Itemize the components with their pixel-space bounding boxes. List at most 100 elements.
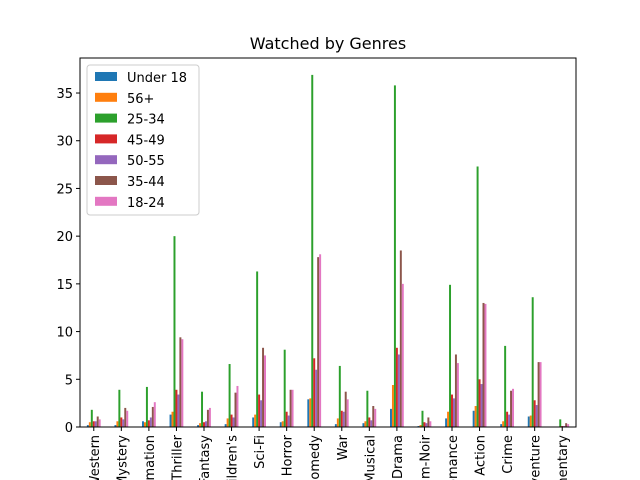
bar: [228, 364, 231, 427]
legend-swatch: [95, 72, 117, 81]
bar: [537, 362, 540, 427]
x-tick-label: Mystery: [115, 435, 130, 480]
bar: [234, 392, 237, 427]
bar: [175, 389, 178, 427]
bar: [533, 400, 536, 427]
bar: [506, 411, 509, 427]
bar: [472, 410, 475, 427]
bar: [445, 418, 448, 427]
x-tick-label: Fantasy: [198, 435, 213, 480]
bar: [291, 389, 294, 427]
bar: [264, 355, 266, 427]
bar: [391, 385, 394, 427]
bar: [429, 421, 432, 427]
bar: [567, 424, 570, 427]
bar: [447, 411, 450, 427]
bar: [201, 391, 204, 427]
bar: [199, 423, 202, 427]
bar: [362, 423, 365, 427]
bar: [145, 386, 148, 427]
x-tick-label: Action: [474, 435, 489, 476]
bar: [226, 418, 229, 427]
bar: [338, 365, 341, 427]
bar: [535, 405, 538, 427]
bar: [88, 422, 91, 427]
y-tick-label: 0: [65, 421, 73, 436]
bar: [531, 297, 534, 427]
bar: [368, 417, 371, 427]
bar: [232, 417, 235, 427]
bar: [126, 410, 129, 427]
bar: [307, 399, 310, 427]
bar: [142, 421, 144, 427]
bar: [124, 407, 127, 427]
bar: [177, 394, 180, 427]
x-tick-label: Horror: [281, 434, 296, 476]
bar: [114, 425, 117, 427]
bar: [122, 419, 125, 427]
bar: [289, 389, 292, 427]
bar: [344, 391, 347, 427]
bar: [262, 347, 265, 427]
y-tick-label: 35: [56, 87, 73, 102]
chart-title: Watched by Genres: [250, 34, 406, 53]
x-tick-label: Adventure: [529, 435, 544, 480]
bar: [116, 421, 119, 427]
bar: [340, 410, 343, 427]
bar: [451, 394, 453, 427]
bar: [252, 417, 255, 427]
bar: [283, 349, 286, 427]
bar: [92, 421, 95, 427]
bar: [374, 408, 377, 427]
bar: [423, 422, 426, 427]
bar: [401, 283, 404, 427]
bar: [90, 409, 93, 427]
bar: [399, 250, 402, 427]
bar: [529, 415, 532, 427]
bar: [153, 402, 156, 427]
x-tick-label: Film-Noir: [418, 434, 433, 480]
bar: [565, 423, 568, 427]
bar: [230, 414, 233, 427]
x-tick-label: Crime: [501, 435, 516, 474]
bar: [334, 424, 337, 427]
bar: [504, 345, 507, 427]
legend-label: 45-49: [127, 133, 165, 148]
bar: [281, 421, 284, 427]
bar: [425, 423, 428, 427]
bar: [452, 398, 455, 427]
bar: [236, 385, 239, 427]
bar: [147, 420, 150, 427]
bar: [482, 302, 485, 427]
bar: [346, 399, 349, 427]
bar: [476, 166, 479, 427]
legend-label: 50-55: [127, 154, 165, 169]
bar: [181, 339, 184, 427]
x-tick-label: Comedy: [308, 435, 323, 480]
bar: [527, 416, 530, 427]
bar: [149, 417, 152, 427]
bar: [478, 379, 481, 427]
legend-label: 25-34: [127, 113, 165, 128]
bar: [151, 406, 154, 427]
x-tick-label: War: [336, 434, 351, 460]
bar: [285, 411, 288, 427]
bar: [171, 411, 174, 427]
bar: [427, 417, 430, 427]
x-tick-label: Children's: [226, 435, 241, 480]
bar: [120, 417, 123, 427]
bar: [204, 421, 207, 427]
plot-frame: [79, 57, 577, 428]
bar: [559, 419, 562, 427]
bar: [86, 425, 89, 427]
bar: [96, 416, 99, 427]
bar: [454, 354, 457, 427]
legend-swatch: [95, 196, 117, 206]
bar: [393, 85, 396, 427]
bar: [319, 254, 322, 427]
bar: [449, 284, 452, 427]
legend-swatch: [95, 155, 117, 165]
bar: [512, 388, 514, 427]
bar: [287, 415, 290, 427]
